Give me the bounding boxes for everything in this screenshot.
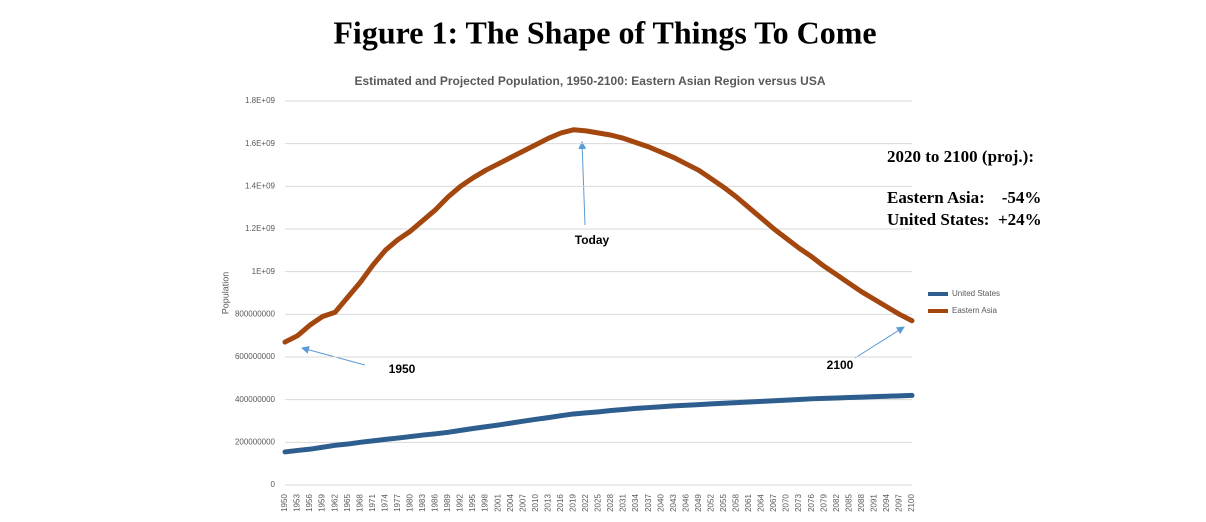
x-tick-label: 2064 [757, 494, 766, 512]
x-tick-label: 2067 [769, 494, 778, 512]
x-tick-label: 2004 [506, 494, 515, 512]
x-tick-label: 1980 [406, 494, 415, 512]
x-tick-label: 2100 [907, 494, 916, 512]
x-tick-label: 2055 [719, 494, 728, 512]
x-tick-label: 2043 [669, 494, 678, 512]
x-tick-label: 2091 [869, 494, 878, 512]
arrow [578, 141, 587, 226]
note: 2020 to 2100 (proj.): [887, 147, 1034, 166]
x-tick-label: 1995 [468, 494, 477, 512]
y-tick-label: 1.8E+09 [245, 96, 276, 105]
x-tick-label: 2058 [732, 494, 741, 512]
x-tick-label: 2046 [681, 494, 690, 512]
x-tick-label: 1986 [431, 494, 440, 512]
x-tick-label: 2073 [794, 494, 803, 512]
x-tick-label: 2028 [606, 494, 615, 512]
x-tick-label: 1992 [456, 494, 465, 512]
x-tick-label: 2088 [857, 494, 866, 512]
x-tick-label: 1989 [443, 494, 452, 512]
annotation: Today [575, 233, 610, 247]
x-tick-label: 1953 [293, 494, 302, 512]
legend-label: Eastern Asia [952, 306, 997, 315]
x-tick-label: 1974 [380, 494, 389, 512]
x-tick-label: 2040 [656, 494, 665, 512]
x-tick-label: 2037 [644, 494, 653, 512]
x-tick-label: 1965 [343, 494, 352, 512]
x-tick-label: 2052 [706, 494, 715, 512]
x-tick-label: 1977 [393, 494, 402, 512]
x-tick-label: 2001 [493, 494, 502, 512]
x-tick-label: 2079 [819, 494, 828, 512]
x-tick-label: 2013 [543, 494, 552, 512]
x-tick-label: 1968 [355, 494, 364, 512]
x-tick-label: 1962 [330, 494, 339, 512]
x-tick-label: 2007 [518, 494, 527, 512]
x-tick-label: 2082 [832, 494, 841, 512]
y-tick-label: 800000000 [235, 309, 276, 318]
figure-title: Figure 1: The Shape of Things To Come [333, 14, 876, 50]
x-tick-label: 2085 [844, 494, 853, 512]
series-line [282, 127, 915, 345]
y-tick-label: 400000000 [235, 395, 276, 404]
x-tick-label: 2049 [694, 494, 703, 512]
y-tick-label: 1E+09 [252, 267, 276, 276]
x-tick-label: 2070 [782, 494, 791, 512]
annotation: 1950 [389, 362, 416, 376]
y-tick-label: 0 [271, 480, 276, 489]
x-tick-label: 2019 [569, 494, 578, 512]
x-tick-label: 1983 [418, 494, 427, 512]
x-tick-label: 1971 [368, 494, 377, 512]
y-axis-label: Population [220, 272, 230, 315]
x-tick-label: 2076 [807, 494, 816, 512]
annotation: 2100 [827, 358, 854, 372]
x-tick-label: 2031 [619, 494, 628, 512]
x-tick-label: 1956 [305, 494, 314, 512]
chart-title: Estimated and Projected Population, 1950… [354, 74, 825, 88]
x-tick-label: 1959 [318, 494, 327, 512]
x-tick-label: 2061 [744, 494, 753, 512]
note: Eastern Asia: -54% [887, 188, 1041, 207]
x-tick-label: 2016 [556, 494, 565, 512]
x-tick-label: 2010 [531, 494, 540, 512]
arrow [854, 326, 905, 359]
y-tick-label: 600000000 [235, 352, 276, 361]
y-tick-label: 1.6E+09 [245, 139, 276, 148]
x-tick-label: 2022 [581, 494, 590, 512]
x-tick-label: 1950 [280, 494, 289, 512]
y-tick-label: 200000000 [235, 437, 276, 446]
y-tick-label: 1.4E+09 [245, 181, 276, 190]
legend-label: United States [952, 289, 1000, 298]
x-tick-label: 2025 [594, 494, 603, 512]
note: United States: +24% [887, 210, 1042, 229]
x-tick-label: 2094 [882, 494, 891, 512]
x-tick-label: 1998 [481, 494, 490, 512]
x-tick-label: 2097 [895, 494, 904, 512]
x-tick-label: 2034 [631, 494, 640, 512]
series-line [282, 392, 915, 455]
y-tick-label: 1.2E+09 [245, 224, 276, 233]
